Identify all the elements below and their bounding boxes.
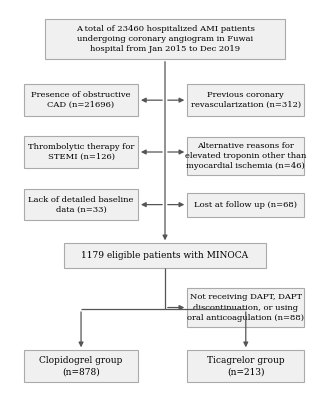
Text: Ticagrelor group
(n=213): Ticagrelor group (n=213): [207, 356, 284, 376]
Text: Clopidogrel group
(n=878): Clopidogrel group (n=878): [39, 356, 123, 376]
Text: Alternative reasons for
elevated troponin other than
myocardial ischemia (n=46): Alternative reasons for elevated troponi…: [185, 142, 307, 170]
FancyBboxPatch shape: [187, 288, 304, 327]
FancyBboxPatch shape: [24, 350, 138, 382]
FancyBboxPatch shape: [24, 84, 138, 116]
Text: Thrombolytic therapy for
STEMI (n=126): Thrombolytic therapy for STEMI (n=126): [28, 143, 134, 161]
FancyBboxPatch shape: [187, 350, 304, 382]
Text: Lost at follow up (n=68): Lost at follow up (n=68): [194, 201, 297, 209]
FancyBboxPatch shape: [187, 192, 304, 217]
Text: Not receiving DAPT, DAPT
discontinuation, or using
oral anticoagulation (n=88): Not receiving DAPT, DAPT discontinuation…: [187, 294, 304, 322]
FancyBboxPatch shape: [187, 84, 304, 116]
FancyBboxPatch shape: [24, 189, 138, 220]
FancyBboxPatch shape: [64, 243, 266, 268]
Text: Presence of obstructive
CAD (n=21696): Presence of obstructive CAD (n=21696): [31, 91, 131, 109]
FancyBboxPatch shape: [187, 137, 304, 175]
Text: A total of 23460 hospitalized AMI patients
undergoing coronary angiogram in Fuwa: A total of 23460 hospitalized AMI patien…: [76, 25, 254, 53]
Text: Lack of detailed baseline
data (n=33): Lack of detailed baseline data (n=33): [28, 196, 134, 214]
FancyBboxPatch shape: [24, 136, 138, 168]
Text: 1179 eligible patients with MINOCA: 1179 eligible patients with MINOCA: [82, 251, 248, 260]
FancyBboxPatch shape: [45, 18, 285, 59]
Text: Previous coronary
revascularization (n=312): Previous coronary revascularization (n=3…: [191, 91, 301, 109]
